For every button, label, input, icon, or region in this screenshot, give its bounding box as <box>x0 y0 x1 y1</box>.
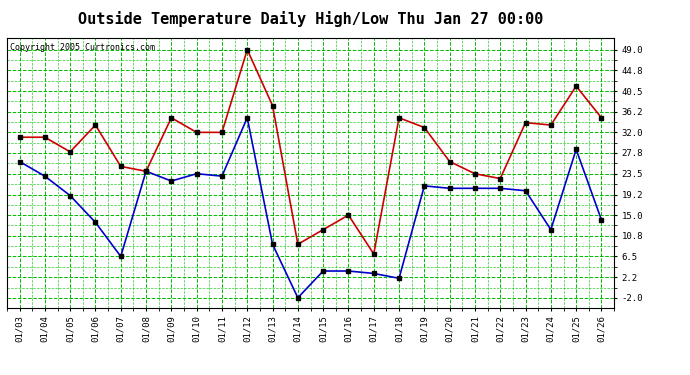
Text: Copyright 2005 Curtronics.com: Copyright 2005 Curtronics.com <box>10 43 155 52</box>
Text: Outside Temperature Daily High/Low Thu Jan 27 00:00: Outside Temperature Daily High/Low Thu J… <box>78 11 543 27</box>
